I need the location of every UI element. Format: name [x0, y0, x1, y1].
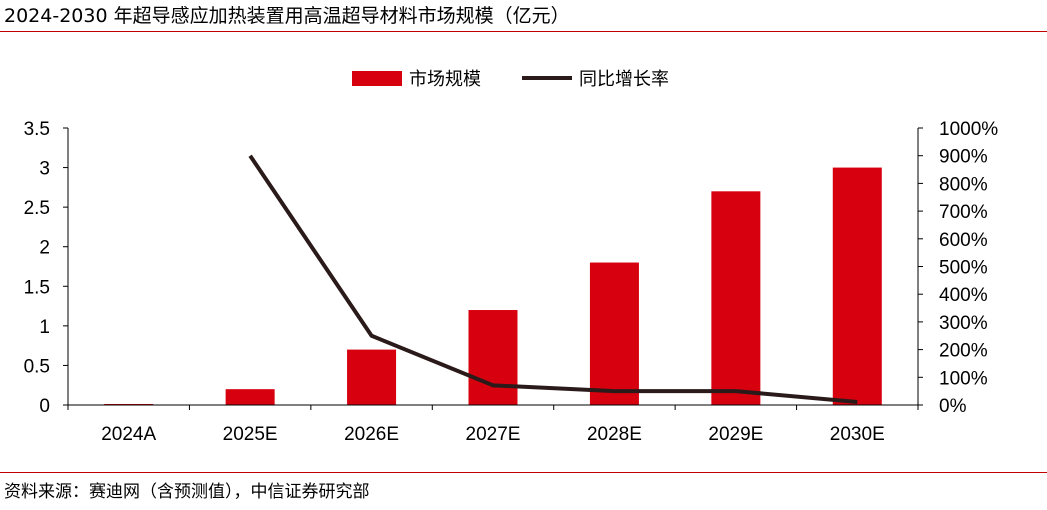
bar-2025E: [225, 389, 275, 405]
left-tick-label: 0.5: [24, 356, 50, 377]
x-tick-label: 2028E: [587, 424, 642, 445]
left-tick-label: 3.5: [24, 119, 50, 140]
x-tick-label: 2026E: [344, 424, 399, 445]
left-tick-label: 0: [39, 396, 50, 417]
right-tick-label: 400%: [939, 285, 988, 306]
right-tick-label: 900%: [939, 147, 988, 168]
right-tick-label: 600%: [939, 230, 988, 251]
left-tick-label: 2: [39, 238, 50, 259]
right-tick-label: 1000%: [939, 119, 998, 140]
right-tick-label: 800%: [939, 174, 988, 195]
left-tick-label: 1.5: [24, 277, 50, 298]
bar-2030E: [832, 167, 882, 405]
legend: 市场规模 同比增长率: [352, 69, 669, 90]
bar-2027E: [468, 310, 518, 405]
right-tick-label: 0%: [939, 396, 967, 417]
growth-line-layer: [248, 154, 858, 404]
right-tick-label: 500%: [939, 258, 988, 279]
source-divider: [0, 472, 1047, 473]
x-tick-label: 2027E: [466, 424, 521, 445]
x-tick-label: 2025E: [223, 424, 278, 445]
legend-bar-swatch: [352, 71, 402, 86]
right-tick-label: 100%: [939, 368, 988, 389]
source-note: 资料来源：赛迪网（含预测值），中信证券研究部: [4, 482, 370, 502]
axes-layer: 0 0.5 1 1.5 2 2.5 3 3.5 0% 100% 200% 300% 400% 500% 60…: [24, 119, 999, 445]
x-tick-label: 2029E: [708, 424, 763, 445]
right-tick-label: 700%: [939, 202, 988, 223]
right-tick-label: 200%: [939, 341, 988, 362]
bar-2028E: [589, 262, 639, 405]
bars-layer: [104, 167, 882, 405]
left-tick-label: 2.5: [24, 198, 50, 219]
bar-2026E: [347, 349, 397, 405]
bar-2029E: [711, 191, 761, 405]
chart-title: 2024-2030 年超导感应加热装置用高温超导材料市场规模（亿元）: [4, 5, 570, 27]
left-tick-label: 3: [39, 159, 50, 180]
chart-canvas: 市场规模 同比增长率 0 0.5 1 1.5 2 2.5 3 3.5 0% 100% 200% 300…: [24, 69, 999, 445]
right-tick-label: 300%: [939, 313, 988, 334]
growth-rate-line: [248, 154, 858, 404]
legend-bar-label: 市场规模: [409, 69, 481, 90]
title-divider: [0, 31, 1047, 32]
x-tick-label: 2024A: [101, 424, 156, 445]
left-tick-label: 1: [39, 317, 50, 338]
x-tick-label: 2030E: [830, 424, 885, 445]
legend-line-label: 同比增长率: [579, 69, 669, 90]
